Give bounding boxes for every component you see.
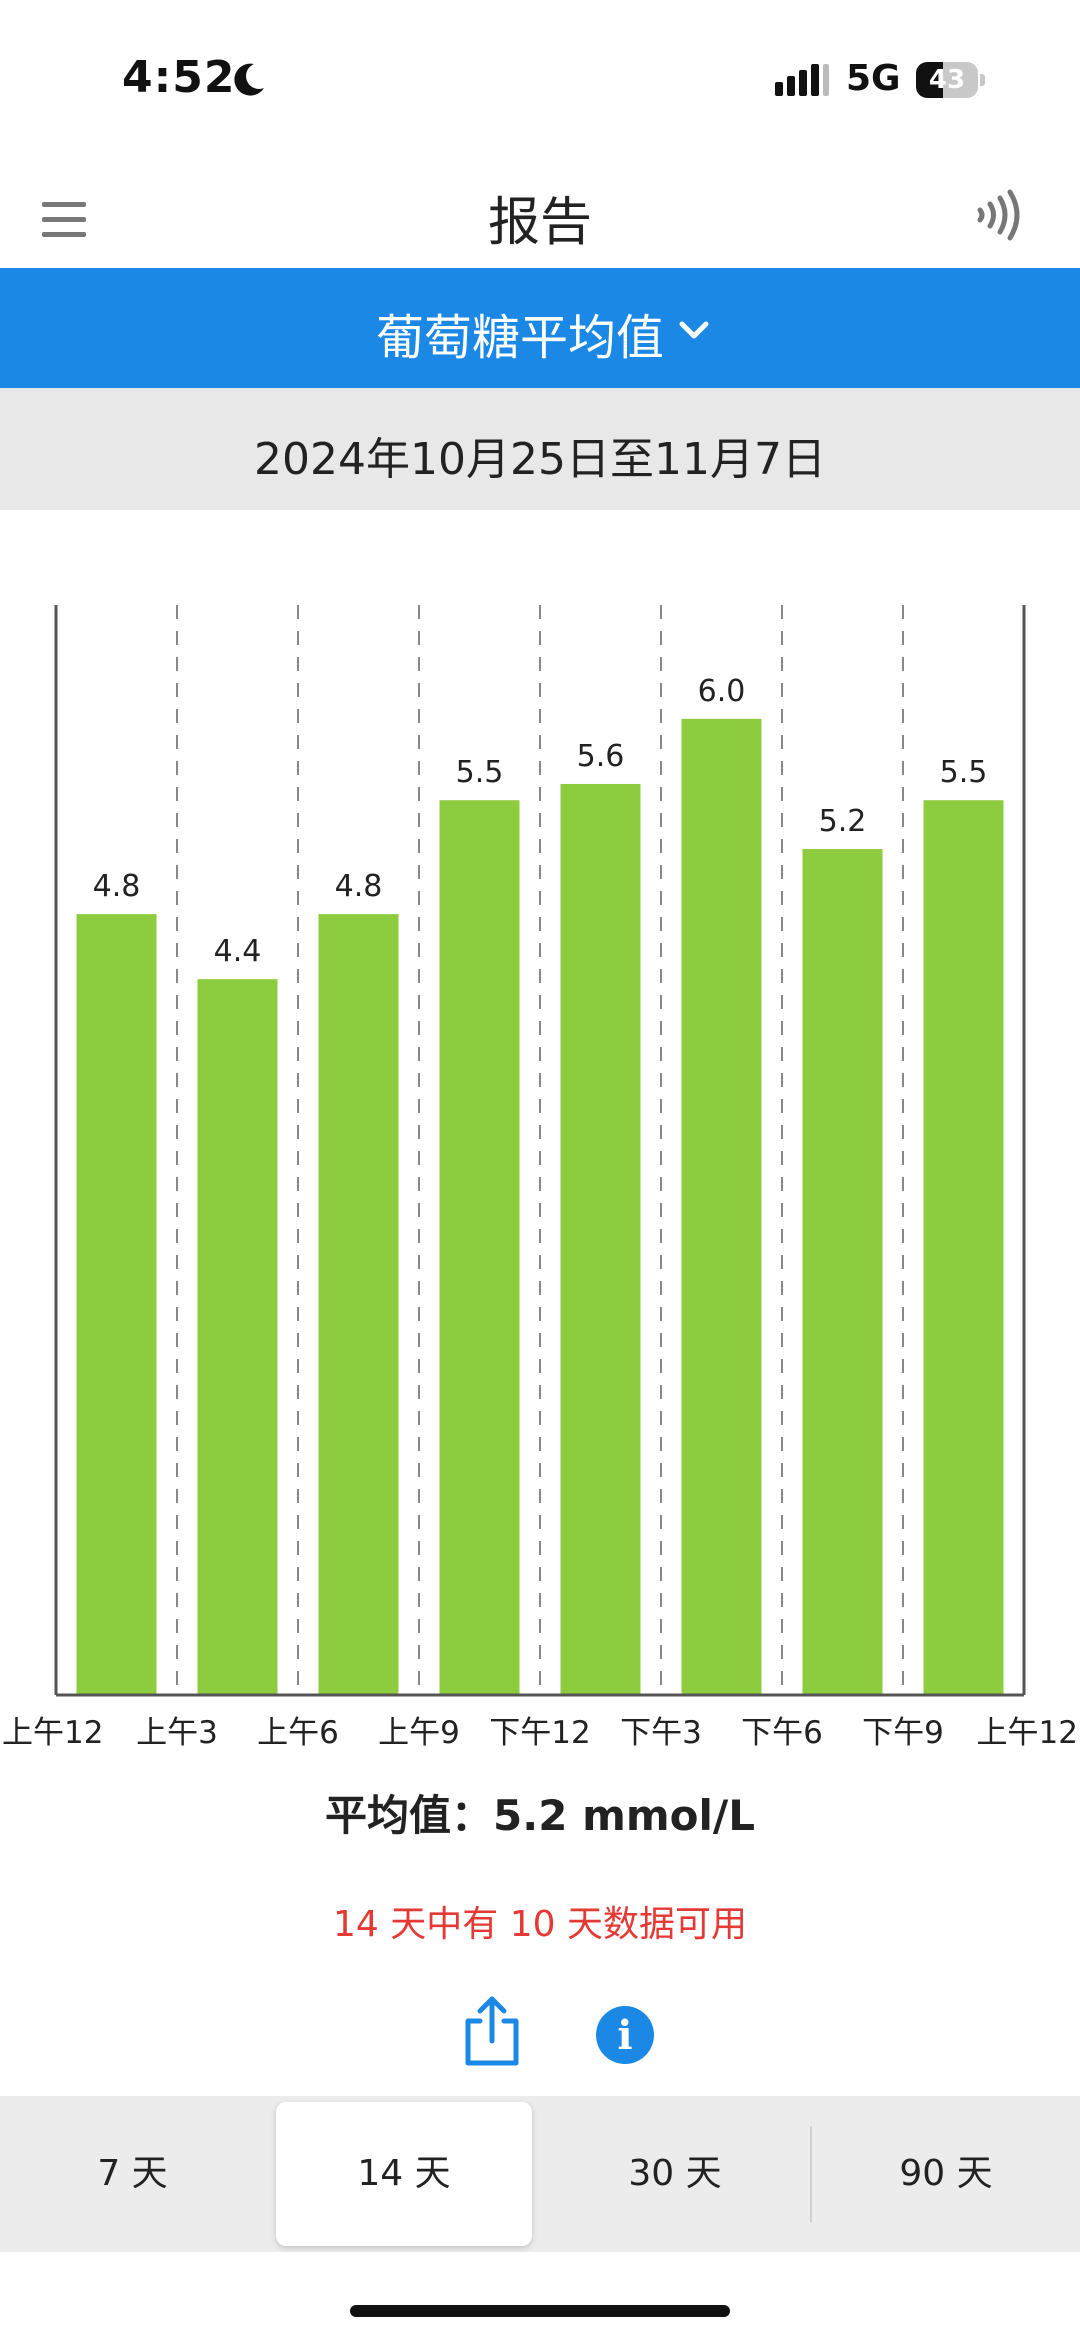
bar <box>802 849 883 1695</box>
tab-30-days[interactable]: 30 天 <box>628 2153 722 2194</box>
bar <box>439 800 520 1695</box>
bar-value-label: 6.0 <box>698 674 746 709</box>
bar-value-label: 5.5 <box>456 755 504 790</box>
date-range: 2024年10月25日至11月7日 <box>254 434 826 485</box>
tab-7-days[interactable]: 7 天 <box>97 2153 168 2194</box>
x-tick-label: 下午3 <box>620 1715 702 1751</box>
x-tick-label: 下午12 <box>489 1715 590 1751</box>
bar-value-label: 4.8 <box>335 869 383 904</box>
metric-selector[interactable]: 葡萄糖平均值 <box>0 268 1080 388</box>
tab-90-days[interactable]: 90 天 <box>899 2153 993 2194</box>
nav-header: 报告 <box>0 160 1080 270</box>
bar-value-label: 5.2 <box>819 804 867 839</box>
moon-icon <box>234 63 264 96</box>
share-icon[interactable] <box>462 1995 522 2067</box>
chevron-down-icon <box>679 321 709 339</box>
bar <box>197 979 278 1695</box>
signal-icon <box>775 64 829 96</box>
battery-icon: 43 <box>916 62 986 98</box>
status-bar: 4:52 5G 43 <box>0 0 1080 150</box>
x-tick-label: 下午6 <box>741 1715 823 1751</box>
bar-value-label: 4.4 <box>214 934 262 969</box>
bar <box>318 914 399 1695</box>
metric-label: 葡萄糖平均值 <box>375 310 664 366</box>
average-value: 平均值：5.2 mmol/L <box>325 1791 755 1840</box>
tab-14-days[interactable]: 14 天 <box>276 2102 532 2246</box>
menu-icon[interactable] <box>42 202 86 238</box>
glucose-bar-chart: 4.8 4.4 4.8 5.5 5.6 6.0 5.2 5.5 上午12 上午3 上午6 上午9 下午1… <box>2 605 1078 1751</box>
x-tick-label: 上午3 <box>136 1715 218 1751</box>
period-tabs: 7 天 14 天 30 天 90 天 <box>0 2096 1080 2252</box>
home-indicator <box>350 2305 730 2317</box>
status-time: 4:52 <box>122 52 236 103</box>
x-tick-label: 上午12 <box>2 1715 103 1751</box>
page-title: 报告 <box>487 193 592 253</box>
network-label: 5G <box>846 58 901 99</box>
x-tick-label: 上午9 <box>378 1715 460 1751</box>
info-icon[interactable]: i <box>596 2006 654 2064</box>
x-tick-label: 上午6 <box>257 1715 339 1751</box>
bar-value-label: 4.8 <box>93 869 141 904</box>
bar <box>560 783 641 1695</box>
data-availability: 14 天中有 10 天数据可用 <box>333 1904 747 1945</box>
bar-value-label: 5.5 <box>940 755 988 790</box>
nfc-scan-icon[interactable] <box>974 188 1024 242</box>
date-range-bar: 2024年10月25日至11月7日 <box>0 388 1080 510</box>
bar-value-label: 5.6 <box>577 739 625 774</box>
x-tick-label: 下午9 <box>862 1715 944 1751</box>
tab-divider <box>810 2126 812 2222</box>
x-tick-label: 上午12 <box>977 1715 1078 1751</box>
bar <box>923 800 1004 1695</box>
bar <box>76 914 157 1695</box>
bar <box>681 718 762 1695</box>
battery-level: 43 <box>928 65 966 95</box>
